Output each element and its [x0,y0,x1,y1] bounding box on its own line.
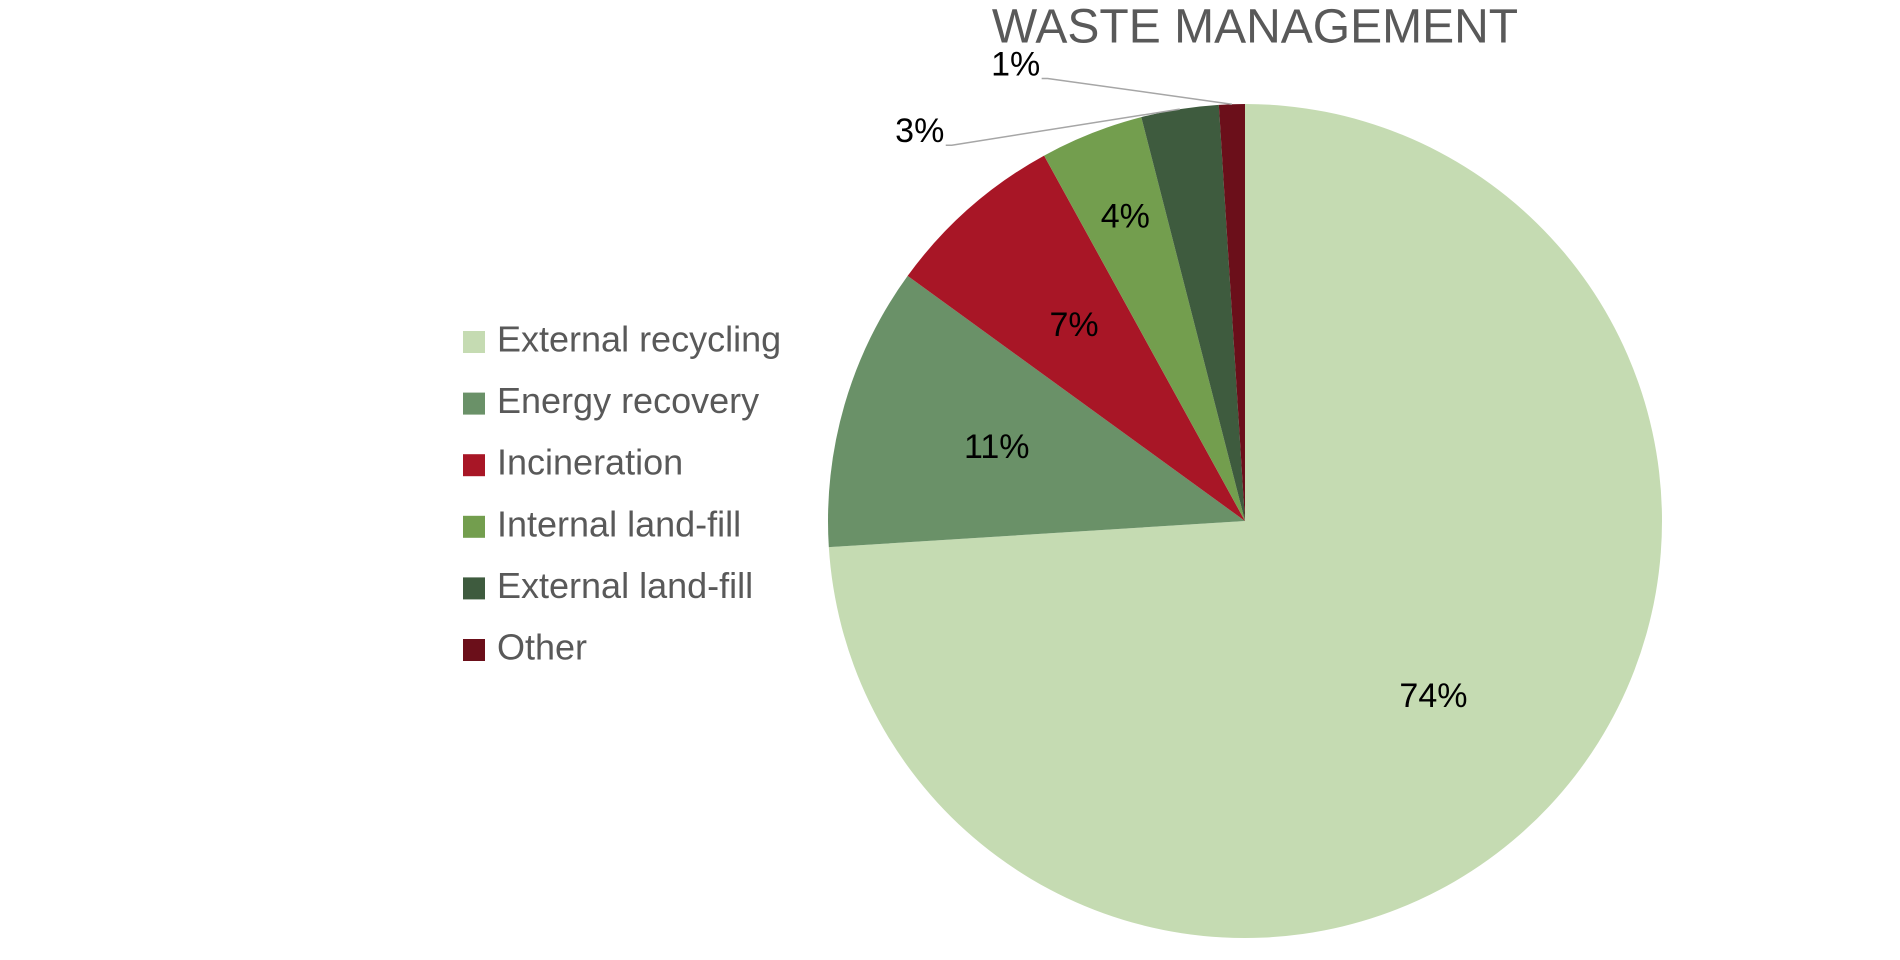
pie-slice [1044,117,1245,521]
legend-label: External land-fill [497,565,753,606]
leader-line [1041,77,1233,105]
pie-slice [907,155,1245,521]
pie-slice [828,275,1245,548]
legend-label: Other [497,627,587,668]
pie-slice [1141,104,1245,522]
data-label: 1% [991,45,1040,83]
chart-title: WASTE MANAGEMENT [992,1,1518,54]
legend-label: External recycling [497,319,781,360]
legend-label: Internal land-fill [497,503,741,544]
data-label: 74% [1399,677,1467,715]
leader-line [945,108,1180,146]
pie-slice [828,104,1662,938]
legend-label: Energy recovery [497,380,759,421]
legend-swatch [463,454,485,477]
legend-swatch [463,515,485,538]
legend-swatch [463,392,485,415]
data-label: 3% [895,112,944,150]
legend-swatch [463,639,485,661]
data-label: 7% [1049,306,1098,344]
legend-swatch [463,331,485,353]
data-label: 11% [964,428,1030,466]
pie-slice [1218,104,1245,521]
data-label: 4% [1101,198,1150,236]
legend-label: Incineration [497,442,683,483]
legend-swatch [463,577,485,600]
